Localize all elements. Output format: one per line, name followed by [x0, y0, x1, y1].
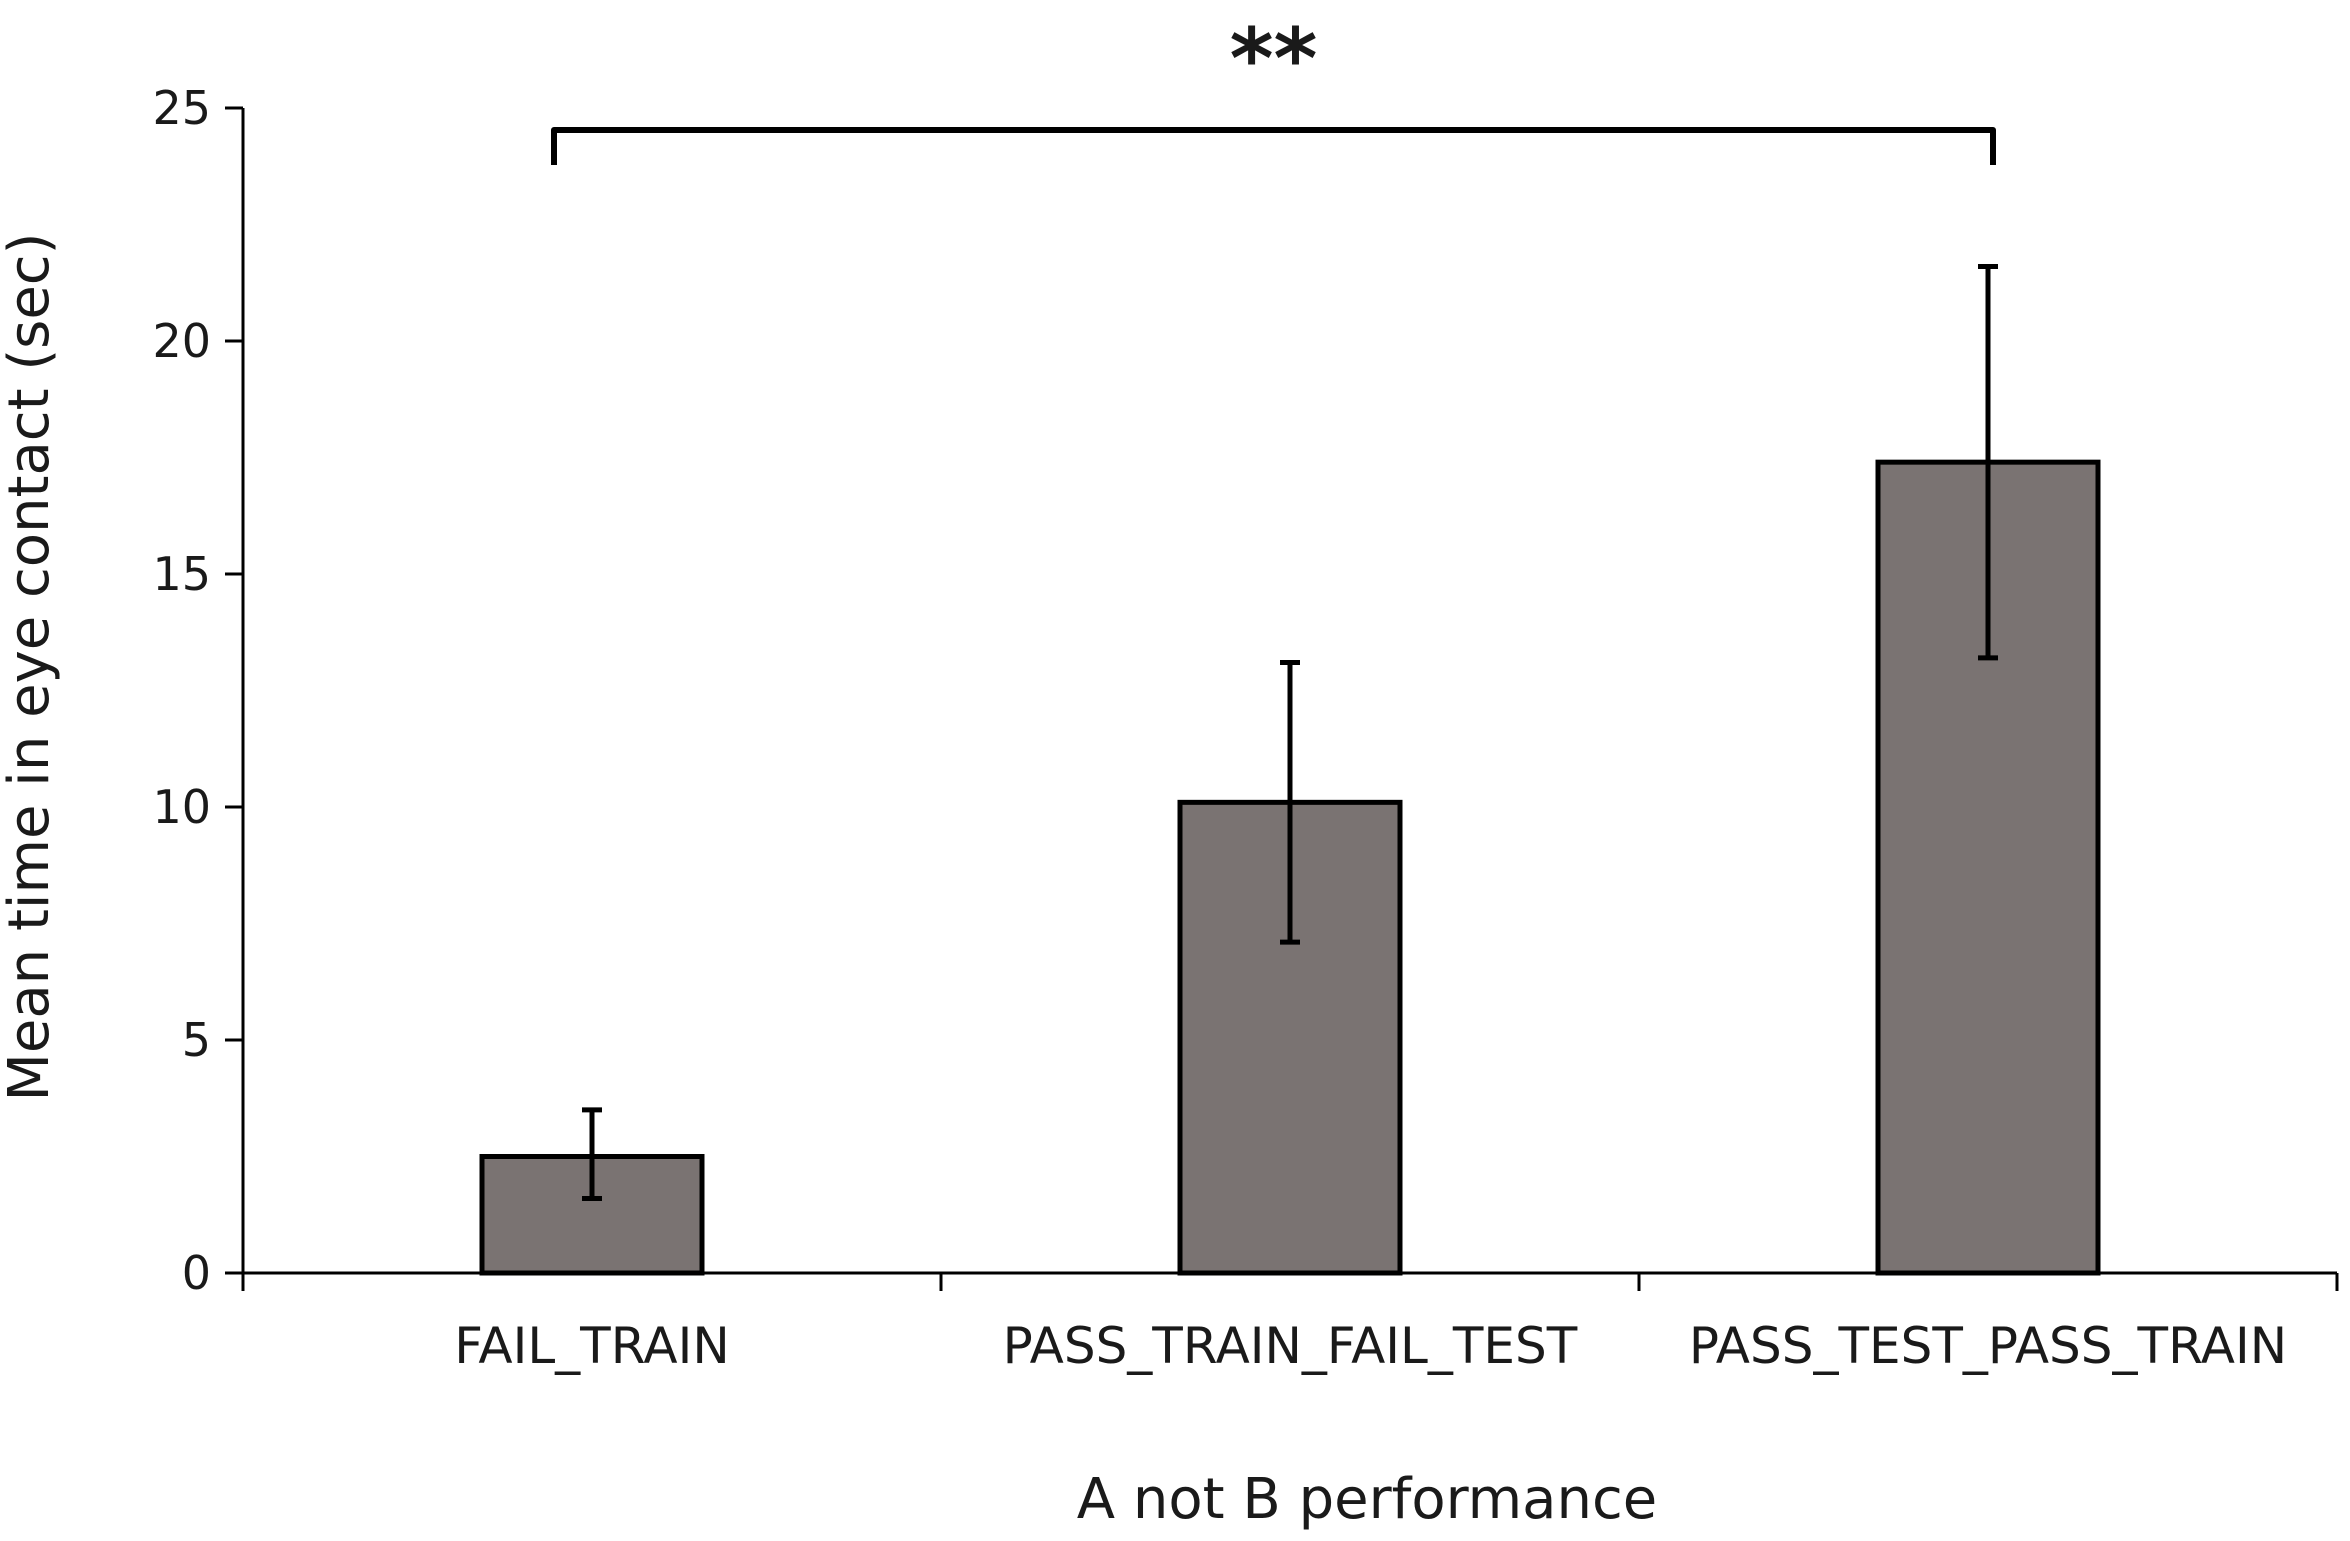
x-axis: FAIL_TRAIN PASS_TRAIN_FAIL_TEST PASS_TEST_… [241, 1271, 2339, 1375]
error-bars [582, 263, 1998, 1201]
significance-bracket [551, 127, 1996, 165]
y-tick-label: 10 [152, 780, 211, 834]
y-tick-label: 25 [152, 81, 211, 135]
y-tick-label: 0 [182, 1246, 211, 1300]
significance-annotation: ** [551, 10, 1996, 165]
error-bar [1978, 263, 1998, 661]
y-axis: 0 5 10 15 20 25 [152, 81, 245, 1300]
x-tick-label: PASS_TEST_PASS_TRAIN [1689, 1317, 2287, 1375]
y-axis-title: Mean time in eye contact (sec) [0, 233, 62, 1102]
y-tick-label: 15 [152, 547, 211, 601]
x-axis-title: A not B performance [1077, 1467, 1657, 1532]
error-bar [582, 1107, 602, 1201]
x-tick-label: PASS_TRAIN_FAIL_TEST [1003, 1317, 1578, 1375]
y-tick-label: 20 [152, 314, 211, 368]
significance-label: ** [1230, 10, 1318, 108]
error-bar [1280, 660, 1300, 945]
y-tick-label: 5 [182, 1013, 211, 1067]
x-tick-label: FAIL_TRAIN [454, 1317, 730, 1375]
